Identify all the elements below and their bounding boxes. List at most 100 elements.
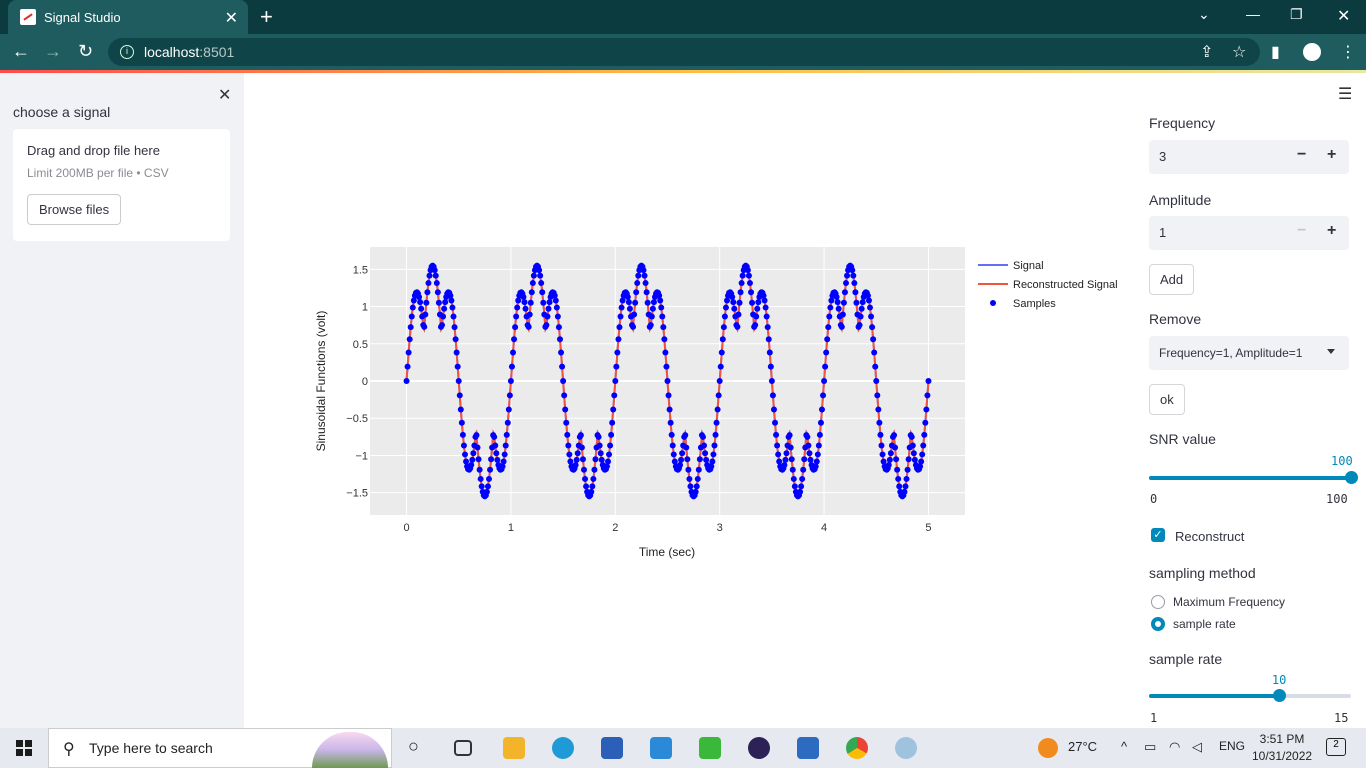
radio-sample-rate[interactable] bbox=[1151, 617, 1165, 631]
ok-button[interactable]: ok bbox=[1149, 384, 1185, 415]
notification-center-icon[interactable]: 2 bbox=[1326, 738, 1346, 756]
sample-point bbox=[753, 313, 760, 320]
sample-point bbox=[538, 280, 545, 287]
sample-point bbox=[449, 304, 456, 311]
sample-point bbox=[424, 289, 431, 296]
app-window-icon[interactable] bbox=[797, 737, 819, 759]
sample-point bbox=[474, 444, 481, 451]
snr-slider[interactable] bbox=[1149, 471, 1358, 484]
sample-point bbox=[852, 289, 859, 296]
remove-select[interactable]: Frequency=1, Amplitude=1 bbox=[1149, 336, 1349, 370]
reconstruct-label[interactable]: Reconstruct bbox=[1175, 529, 1245, 544]
amplitude-increment-button[interactable]: + bbox=[1327, 222, 1337, 239]
restore-icon[interactable]: ❐ bbox=[1290, 6, 1303, 22]
radio-sample-rate-label[interactable]: sample rate bbox=[1173, 617, 1236, 631]
taskbar-clock[interactable]: 3:51 PM 10/31/2022 bbox=[1252, 731, 1312, 765]
frequency-decrement-button[interactable]: − bbox=[1297, 146, 1307, 163]
sample-point bbox=[476, 466, 483, 473]
language-indicator[interactable]: ENG bbox=[1219, 739, 1246, 753]
tab-close-icon[interactable]: ✕ bbox=[224, 10, 238, 27]
sample-point bbox=[554, 313, 561, 320]
sample-point bbox=[566, 451, 573, 458]
amplitude-input[interactable]: 1 − + bbox=[1149, 216, 1349, 250]
new-tab-icon[interactable]: + bbox=[260, 4, 273, 29]
battery-icon[interactable]: ▭ bbox=[1144, 739, 1157, 754]
sample-point bbox=[789, 466, 796, 473]
windows-start-icon[interactable] bbox=[16, 740, 32, 756]
back-icon[interactable]: ← bbox=[12, 41, 30, 61]
sample-point bbox=[911, 456, 918, 463]
browser-menu-icon[interactable]: ⋮ bbox=[1340, 44, 1356, 61]
sample-point bbox=[514, 304, 521, 311]
reload-icon[interactable]: ↻ bbox=[78, 41, 94, 61]
volume-icon[interactable]: ◁ bbox=[1192, 739, 1202, 754]
sample-point bbox=[525, 323, 532, 330]
address-bar[interactable]: i localhost:8501 bbox=[108, 38, 1260, 66]
radio-maximum-frequency-label[interactable]: Maximum Frequency bbox=[1173, 595, 1286, 609]
wifi-icon[interactable]: ◠ bbox=[1169, 739, 1181, 754]
task-view-icon[interactable] bbox=[454, 740, 472, 756]
minimize-icon[interactable]: — bbox=[1246, 6, 1260, 22]
amplitude-decrement-button[interactable]: − bbox=[1297, 222, 1307, 239]
edge-icon[interactable] bbox=[552, 737, 574, 759]
snr-slider-thumb[interactable] bbox=[1345, 471, 1358, 484]
cortana-icon[interactable]: ○ bbox=[408, 736, 419, 756]
sample-point bbox=[701, 442, 708, 449]
radio-maximum-frequency[interactable] bbox=[1151, 595, 1165, 609]
sample-point bbox=[708, 463, 715, 470]
app-menu-icon[interactable]: ☰ bbox=[1338, 86, 1353, 103]
weather-temperature[interactable]: 27°C bbox=[1068, 739, 1098, 754]
store-icon[interactable] bbox=[601, 737, 623, 759]
browse-files-button[interactable]: Browse files bbox=[27, 194, 122, 225]
sample-point bbox=[507, 378, 514, 384]
forward-icon[interactable]: → bbox=[44, 41, 62, 61]
legend[interactable]: Signal Reconstructed Signal Samples bbox=[978, 260, 1118, 310]
legend-signal-label[interactable]: Signal bbox=[1013, 260, 1044, 272]
chrome-icon[interactable] bbox=[846, 737, 868, 759]
sample-point bbox=[608, 431, 615, 438]
legend-samples-label[interactable]: Samples bbox=[1013, 298, 1056, 310]
eclipse-icon[interactable] bbox=[748, 737, 770, 759]
sample-rate-slider[interactable] bbox=[1149, 689, 1351, 702]
share-icon[interactable]: ⇪ bbox=[1200, 44, 1214, 61]
weather-sun-icon[interactable] bbox=[1038, 738, 1058, 758]
tab-search-chevron-icon[interactable]: ⌄ bbox=[1198, 6, 1210, 22]
frequency-increment-button[interactable]: + bbox=[1327, 146, 1337, 163]
bookmark-star-icon[interactable]: ☆ bbox=[1232, 44, 1247, 61]
sample-point bbox=[515, 297, 522, 304]
reconstruct-checkbox[interactable]: ✓ bbox=[1151, 528, 1165, 542]
qt-creator-icon[interactable] bbox=[699, 737, 721, 759]
sample-point bbox=[714, 406, 721, 413]
site-info-icon[interactable]: i bbox=[120, 45, 134, 59]
frequency-input[interactable]: 3 − + bbox=[1149, 140, 1349, 174]
close-window-icon[interactable]: ✕ bbox=[1337, 8, 1351, 25]
frequency-value[interactable]: 3 bbox=[1159, 149, 1167, 164]
legend-reconstructed-label[interactable]: Reconstructed Signal bbox=[1013, 279, 1118, 291]
sample-point bbox=[452, 336, 459, 343]
x-tick-label: 4 bbox=[821, 522, 827, 534]
profile-avatar-icon[interactable] bbox=[1303, 43, 1321, 61]
sample-point bbox=[843, 280, 849, 287]
sample-point bbox=[475, 456, 482, 463]
sample-point bbox=[699, 433, 706, 440]
add-button[interactable]: Add bbox=[1149, 264, 1195, 295]
sample-point bbox=[820, 392, 827, 399]
sample-point bbox=[694, 475, 701, 482]
sidebar-close-icon[interactable]: ✕ bbox=[218, 87, 232, 104]
sample-point bbox=[563, 419, 570, 426]
vscode-icon[interactable] bbox=[650, 737, 672, 759]
file-uploader[interactable]: Drag and drop file here Limit 200MB per … bbox=[13, 129, 230, 241]
file-explorer-icon[interactable] bbox=[503, 737, 525, 759]
sample-point bbox=[833, 294, 840, 301]
paint-icon[interactable] bbox=[895, 737, 917, 759]
tab-title: Signal Studio bbox=[44, 9, 121, 25]
sample-point bbox=[910, 450, 917, 457]
sample-point bbox=[607, 442, 614, 449]
sample-rate-slider-thumb[interactable] bbox=[1272, 689, 1286, 702]
side-panel-icon[interactable]: ▮ bbox=[1271, 44, 1280, 61]
amplitude-value[interactable]: 1 bbox=[1159, 225, 1167, 240]
browser-tab[interactable]: Signal Studio ✕ bbox=[8, 0, 248, 34]
sample-point bbox=[812, 463, 819, 470]
tray-expand-icon[interactable]: ^ bbox=[1121, 739, 1128, 754]
sample-point bbox=[711, 442, 718, 449]
